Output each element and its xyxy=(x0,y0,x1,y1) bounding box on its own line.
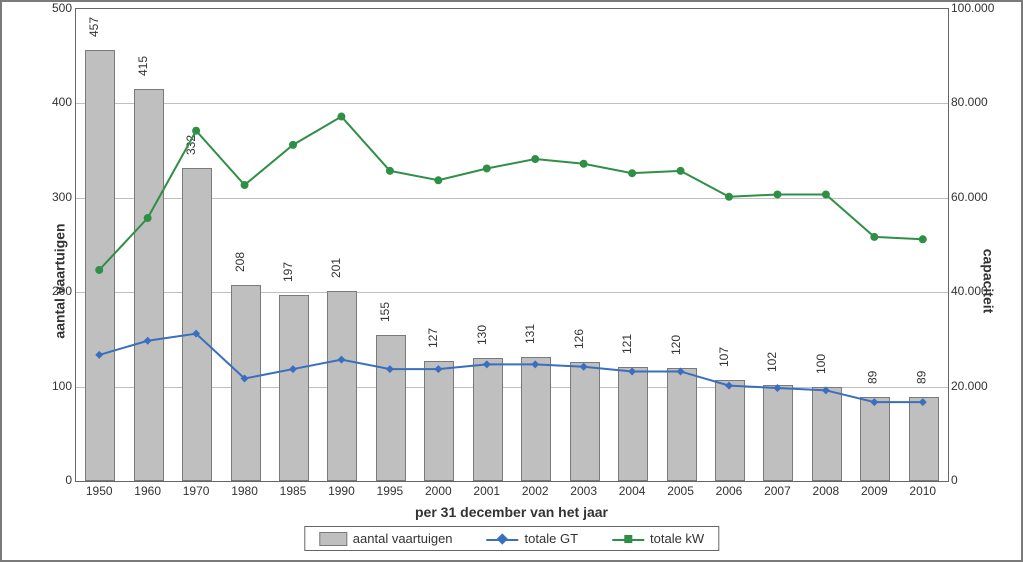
xtick: 2004 xyxy=(619,484,646,498)
bar xyxy=(85,50,115,481)
bar-value-label: 197 xyxy=(281,262,295,282)
bar-value-label: 131 xyxy=(523,324,537,344)
ytick-right: 80.000 xyxy=(951,95,1011,109)
x-axis-label: per 31 december van het jaar xyxy=(2,504,1021,520)
plot-area: 457 415 332 208 197 201 155 127 130 131 126 121 120 1… xyxy=(75,8,949,482)
xtick: 2003 xyxy=(570,484,597,498)
bar xyxy=(860,397,890,481)
bar xyxy=(279,295,309,481)
bar-value-label: 107 xyxy=(717,347,731,367)
ytick-left: 500 xyxy=(12,1,72,15)
ytick-left: 300 xyxy=(12,190,72,204)
bar-value-label: 208 xyxy=(233,252,247,272)
bar-value-label: 127 xyxy=(426,328,440,348)
bar-value-label: 130 xyxy=(475,325,489,345)
bar xyxy=(521,357,551,481)
xtick: 2007 xyxy=(764,484,791,498)
xtick: 2008 xyxy=(813,484,840,498)
xtick: 2005 xyxy=(667,484,694,498)
ytick-right: 20.000 xyxy=(951,379,1011,393)
bar-value-label: 100 xyxy=(814,354,828,374)
y-axis-left-label: aantal vaartuigen xyxy=(52,223,68,338)
xtick: 1950 xyxy=(86,484,113,498)
legend-label-bars: aantal vaartuigen xyxy=(353,531,453,546)
legend: aantal vaartuigen totale GT totale kW xyxy=(304,526,719,551)
xtick: 2006 xyxy=(716,484,743,498)
ytick-right: 40.000 xyxy=(951,284,1011,298)
bar-value-label: 120 xyxy=(669,335,683,355)
xtick: 2002 xyxy=(522,484,549,498)
xtick: 1985 xyxy=(280,484,307,498)
y-axis-right-label: capaciteit xyxy=(981,249,997,314)
bar-value-label: 201 xyxy=(329,258,343,278)
xtick: 1970 xyxy=(183,484,210,498)
bar xyxy=(667,368,697,481)
bar xyxy=(909,397,939,481)
bar-value-label: 89 xyxy=(866,371,880,384)
bar-value-label: 457 xyxy=(87,17,101,37)
bar-value-label: 155 xyxy=(378,302,392,322)
legend-label-kw: totale kW xyxy=(650,531,704,546)
bar xyxy=(134,89,164,481)
legend-swatch-kw xyxy=(612,533,644,545)
bar-value-label: 102 xyxy=(765,352,779,372)
bar-value-label: 89 xyxy=(914,371,928,384)
legend-label-gt: totale GT xyxy=(525,531,578,546)
bar xyxy=(424,361,454,481)
xtick: 1960 xyxy=(134,484,161,498)
bar-value-label: 415 xyxy=(136,56,150,76)
bar xyxy=(327,291,357,481)
ytick-right: 60.000 xyxy=(951,190,1011,204)
bar xyxy=(618,367,648,481)
ytick-right: 0 xyxy=(951,473,1011,487)
bar-value-label: 126 xyxy=(572,329,586,349)
ytick-left: 200 xyxy=(12,284,72,298)
legend-swatch-gt xyxy=(487,533,519,545)
legend-swatch-bar xyxy=(319,532,347,546)
bar xyxy=(182,168,212,481)
xtick: 2009 xyxy=(861,484,888,498)
ytick-right: 100.000 xyxy=(951,1,1011,15)
xtick: 1990 xyxy=(328,484,355,498)
ytick-left: 0 xyxy=(12,473,72,487)
bar xyxy=(812,387,842,481)
xtick: 2010 xyxy=(909,484,936,498)
xtick: 2000 xyxy=(425,484,452,498)
bar xyxy=(570,362,600,481)
legend-item-bars: aantal vaartuigen xyxy=(319,531,453,546)
bar xyxy=(473,358,503,481)
ytick-left: 100 xyxy=(12,379,72,393)
fleet-capacity-chart: 457 415 332 208 197 201 155 127 130 131 126 121 120 1… xyxy=(0,0,1023,562)
bar-value-label: 121 xyxy=(620,334,634,354)
bar xyxy=(715,380,745,481)
ytick-left: 400 xyxy=(12,95,72,109)
xtick: 1980 xyxy=(231,484,258,498)
bar xyxy=(763,385,793,481)
legend-item-gt: totale GT xyxy=(487,531,578,546)
legend-item-kw: totale kW xyxy=(612,531,704,546)
bar-value-label: 332 xyxy=(184,135,198,155)
bar xyxy=(231,285,261,481)
bar xyxy=(376,335,406,481)
xtick: 1995 xyxy=(377,484,404,498)
xtick: 2001 xyxy=(473,484,500,498)
